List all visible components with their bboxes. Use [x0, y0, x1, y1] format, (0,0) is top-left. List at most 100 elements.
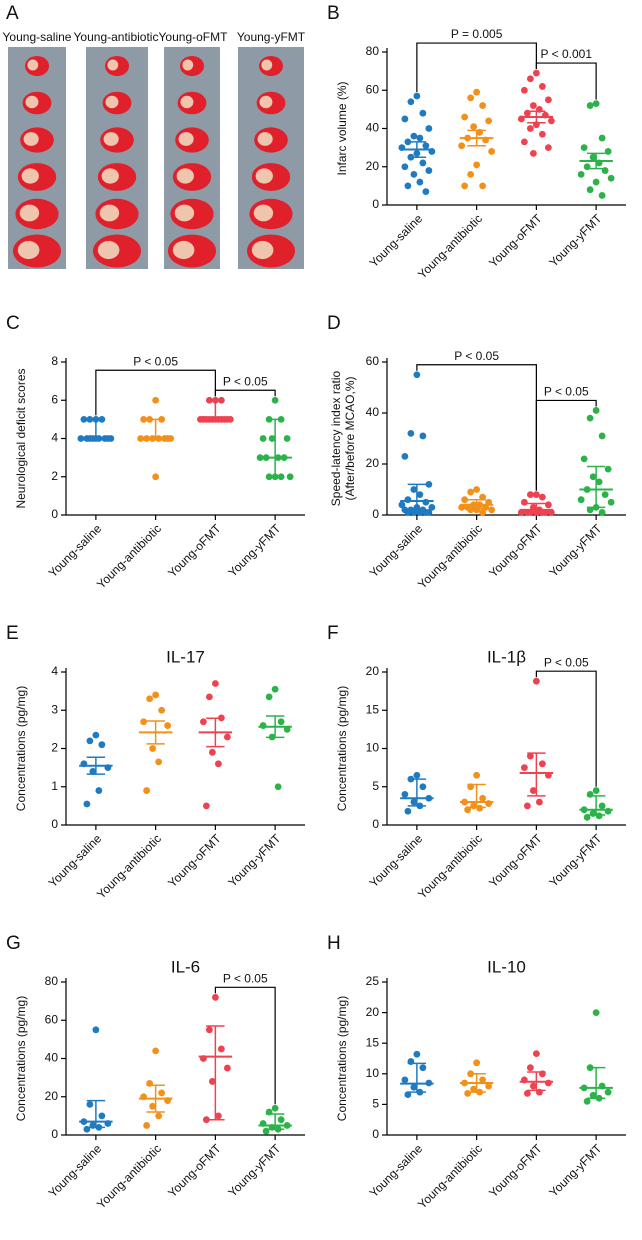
data-point	[401, 1076, 409, 1084]
series-group	[519, 677, 554, 810]
data-point	[592, 178, 600, 186]
data-point	[488, 506, 496, 514]
panel-letter: E	[6, 623, 19, 644]
data-point	[89, 768, 97, 775]
series-group	[79, 731, 113, 808]
data-point	[520, 498, 528, 506]
data-point	[271, 685, 279, 693]
data-point	[577, 171, 585, 178]
data-point	[202, 802, 210, 810]
data-point	[428, 503, 436, 511]
data-point	[413, 92, 421, 100]
x-tick-label: Young-saline	[46, 831, 105, 890]
data-point	[404, 509, 412, 516]
y-tick-label: 0	[372, 197, 379, 211]
significance-bracket	[95, 369, 216, 416]
data-point	[410, 132, 418, 140]
y-tick-label: 0	[51, 1127, 58, 1141]
infarct-area	[105, 95, 119, 109]
data-point	[607, 174, 615, 182]
x-tick-label: Young-saline	[367, 831, 426, 890]
chart-title: IL-17	[166, 647, 205, 666]
panel-a: A Young-saline Young-antibiotic Young-oF…	[3, 3, 306, 269]
x-tick-label: Young-saline	[367, 211, 426, 270]
data-point	[461, 182, 469, 190]
y-axis-label: Concentrations (pg/mg)	[335, 996, 349, 1121]
series-group	[138, 1047, 173, 1129]
data-point	[547, 117, 555, 125]
y-tick-label: 1	[51, 779, 58, 793]
infarct-area	[23, 132, 39, 146]
data-point	[529, 102, 537, 109]
data-point	[422, 188, 430, 196]
y-axis-label: Concentrations (pg/mg)	[335, 686, 349, 811]
infarct-area	[253, 204, 274, 222]
data-point	[413, 371, 421, 379]
x-tick-label: Young-yFMT	[546, 831, 605, 890]
data-point	[419, 1064, 427, 1072]
data-point	[259, 722, 267, 729]
series-group	[198, 680, 233, 810]
x-tick-label: Young-antibiotic	[415, 1141, 485, 1211]
data-point	[589, 1091, 597, 1099]
infarct-area	[19, 204, 40, 222]
data-point	[419, 432, 427, 440]
data-point	[83, 800, 91, 808]
data-point	[419, 159, 427, 167]
infarct-area	[182, 59, 194, 71]
x-tick-label: Young-saline	[46, 1141, 105, 1200]
panel-letter: C	[6, 313, 20, 334]
infarct-area	[17, 240, 40, 260]
y-tick-label: 0	[372, 817, 379, 831]
data-point	[277, 1116, 285, 1124]
y-tick-label: 15	[366, 702, 380, 716]
y-tick-label: 60	[45, 1012, 59, 1026]
data-point	[286, 473, 294, 481]
data-point	[143, 787, 151, 794]
panel-letter: B	[327, 3, 340, 24]
data-point	[416, 509, 424, 516]
series-group	[400, 1050, 434, 1099]
series-group	[137, 396, 175, 481]
infarct-area	[255, 168, 273, 184]
y-tick-label: 25	[366, 974, 380, 988]
infarct-area	[180, 95, 194, 109]
infarct-area	[101, 168, 119, 184]
significance-bracket	[535, 62, 597, 100]
data-point	[580, 144, 588, 152]
data-point	[526, 125, 534, 132]
infarct-area	[99, 204, 120, 222]
data-point	[485, 1082, 493, 1090]
series-group	[459, 771, 494, 814]
significance-label: P < 0.05	[223, 374, 268, 388]
data-point	[473, 771, 481, 779]
data-point	[529, 787, 537, 794]
series-group	[258, 1104, 292, 1135]
x-tick-label: Young-antibiotic	[94, 1141, 164, 1211]
series-group	[519, 1050, 554, 1097]
data-point	[592, 787, 600, 794]
y-tick-label: 0	[372, 507, 379, 521]
data-point	[265, 693, 273, 701]
data-point	[479, 493, 487, 501]
data-point	[586, 102, 594, 109]
data-point	[404, 807, 412, 815]
panel-letter: F	[327, 623, 339, 644]
data-point	[425, 481, 433, 488]
x-tick-label: Young-yFMT	[225, 831, 284, 890]
data-point	[523, 802, 531, 810]
significance-bracket	[214, 986, 276, 1105]
data-point	[458, 142, 466, 150]
y-tick-label: 3	[51, 702, 58, 716]
significance-label: P < 0.05	[133, 354, 178, 368]
infarct-area	[261, 59, 273, 71]
data-point	[467, 488, 475, 496]
data-point	[416, 491, 424, 498]
data-point	[589, 473, 597, 481]
data-point	[259, 435, 267, 442]
data-point	[604, 465, 612, 473]
series-group	[579, 1009, 613, 1105]
data-point	[413, 1050, 421, 1058]
x-tick-label: Young-oFMT	[486, 521, 545, 580]
y-axis-label: Concentrations (pg/mg)	[14, 996, 28, 1121]
